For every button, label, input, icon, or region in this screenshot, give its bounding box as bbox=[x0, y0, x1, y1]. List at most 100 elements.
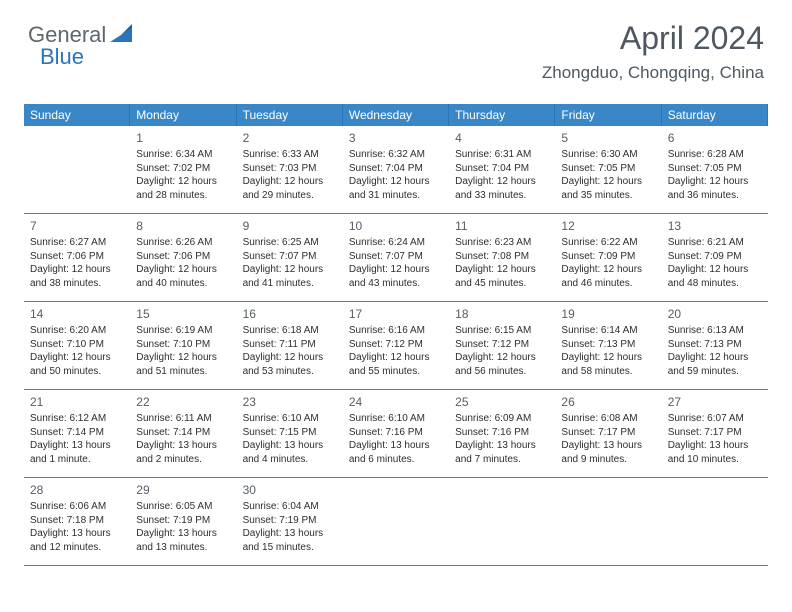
daylight-text: Daylight: 12 hours and 29 minutes. bbox=[243, 175, 337, 202]
day-cell: 20Sunrise: 6:13 AMSunset: 7:13 PMDayligh… bbox=[662, 302, 768, 390]
dow-header: Sunday bbox=[24, 104, 130, 126]
day-cell: 18Sunrise: 6:15 AMSunset: 7:12 PMDayligh… bbox=[449, 302, 555, 390]
daylight-text: Daylight: 12 hours and 45 minutes. bbox=[455, 263, 549, 290]
day-cell: 28Sunrise: 6:06 AMSunset: 7:18 PMDayligh… bbox=[24, 478, 130, 566]
sunset-text: Sunset: 7:07 PM bbox=[243, 250, 337, 264]
day-number: 13 bbox=[668, 218, 762, 234]
sunset-text: Sunset: 7:11 PM bbox=[243, 338, 337, 352]
day-cell: 25Sunrise: 6:09 AMSunset: 7:16 PMDayligh… bbox=[449, 390, 555, 478]
daylight-text: Daylight: 12 hours and 38 minutes. bbox=[30, 263, 124, 290]
dow-header: Wednesday bbox=[343, 104, 449, 126]
sunrise-text: Sunrise: 6:21 AM bbox=[668, 236, 762, 250]
day-number: 15 bbox=[136, 306, 230, 322]
sunrise-text: Sunrise: 6:09 AM bbox=[455, 412, 549, 426]
day-cell: 13Sunrise: 6:21 AMSunset: 7:09 PMDayligh… bbox=[662, 214, 768, 302]
logo-triangle-icon bbox=[110, 24, 132, 47]
daylight-text: Daylight: 13 hours and 12 minutes. bbox=[30, 527, 124, 554]
day-number: 19 bbox=[561, 306, 655, 322]
daylight-text: Daylight: 12 hours and 46 minutes. bbox=[561, 263, 655, 290]
sunrise-text: Sunrise: 6:07 AM bbox=[668, 412, 762, 426]
sunrise-text: Sunrise: 6:28 AM bbox=[668, 148, 762, 162]
sunrise-text: Sunrise: 6:26 AM bbox=[136, 236, 230, 250]
day-cell: 16Sunrise: 6:18 AMSunset: 7:11 PMDayligh… bbox=[237, 302, 343, 390]
daylight-text: Daylight: 13 hours and 2 minutes. bbox=[136, 439, 230, 466]
sunrise-text: Sunrise: 6:14 AM bbox=[561, 324, 655, 338]
sunset-text: Sunset: 7:16 PM bbox=[455, 426, 549, 440]
dow-header: Friday bbox=[555, 104, 661, 126]
sunset-text: Sunset: 7:02 PM bbox=[136, 162, 230, 176]
day-cell: 26Sunrise: 6:08 AMSunset: 7:17 PMDayligh… bbox=[555, 390, 661, 478]
sunset-text: Sunset: 7:04 PM bbox=[455, 162, 549, 176]
sunset-text: Sunset: 7:09 PM bbox=[668, 250, 762, 264]
day-cell: 8Sunrise: 6:26 AMSunset: 7:06 PMDaylight… bbox=[130, 214, 236, 302]
header-right: April 2024 Zhongduo, Chongqing, China bbox=[542, 20, 764, 83]
daylight-text: Daylight: 12 hours and 50 minutes. bbox=[30, 351, 124, 378]
sunrise-text: Sunrise: 6:33 AM bbox=[243, 148, 337, 162]
day-number: 3 bbox=[349, 130, 443, 146]
sunset-text: Sunset: 7:03 PM bbox=[243, 162, 337, 176]
dow-header: Tuesday bbox=[237, 104, 343, 126]
day-number: 7 bbox=[30, 218, 124, 234]
sunset-text: Sunset: 7:14 PM bbox=[30, 426, 124, 440]
day-number: 4 bbox=[455, 130, 549, 146]
sunrise-text: Sunrise: 6:32 AM bbox=[349, 148, 443, 162]
day-cell: 30Sunrise: 6:04 AMSunset: 7:19 PMDayligh… bbox=[237, 478, 343, 566]
empty-cell bbox=[24, 126, 130, 214]
empty-cell bbox=[449, 478, 555, 566]
day-cell: 1Sunrise: 6:34 AMSunset: 7:02 PMDaylight… bbox=[130, 126, 236, 214]
sunset-text: Sunset: 7:17 PM bbox=[668, 426, 762, 440]
daylight-text: Daylight: 13 hours and 4 minutes. bbox=[243, 439, 337, 466]
sunset-text: Sunset: 7:09 PM bbox=[561, 250, 655, 264]
sunrise-text: Sunrise: 6:30 AM bbox=[561, 148, 655, 162]
daylight-text: Daylight: 12 hours and 59 minutes. bbox=[668, 351, 762, 378]
sunset-text: Sunset: 7:17 PM bbox=[561, 426, 655, 440]
page-title: April 2024 bbox=[542, 20, 764, 57]
sunrise-text: Sunrise: 6:10 AM bbox=[349, 412, 443, 426]
sunset-text: Sunset: 7:15 PM bbox=[243, 426, 337, 440]
day-number: 14 bbox=[30, 306, 124, 322]
sunrise-text: Sunrise: 6:25 AM bbox=[243, 236, 337, 250]
day-number: 17 bbox=[349, 306, 443, 322]
day-number: 10 bbox=[349, 218, 443, 234]
sunrise-text: Sunrise: 6:19 AM bbox=[136, 324, 230, 338]
day-cell: 9Sunrise: 6:25 AMSunset: 7:07 PMDaylight… bbox=[237, 214, 343, 302]
sunrise-text: Sunrise: 6:11 AM bbox=[136, 412, 230, 426]
daylight-text: Daylight: 12 hours and 35 minutes. bbox=[561, 175, 655, 202]
day-number: 6 bbox=[668, 130, 762, 146]
sunset-text: Sunset: 7:13 PM bbox=[668, 338, 762, 352]
sunrise-text: Sunrise: 6:05 AM bbox=[136, 500, 230, 514]
sunrise-text: Sunrise: 6:34 AM bbox=[136, 148, 230, 162]
day-number: 5 bbox=[561, 130, 655, 146]
day-cell: 14Sunrise: 6:20 AMSunset: 7:10 PMDayligh… bbox=[24, 302, 130, 390]
day-number: 23 bbox=[243, 394, 337, 410]
day-cell: 4Sunrise: 6:31 AMSunset: 7:04 PMDaylight… bbox=[449, 126, 555, 214]
empty-cell bbox=[555, 478, 661, 566]
day-number: 22 bbox=[136, 394, 230, 410]
sunset-text: Sunset: 7:10 PM bbox=[30, 338, 124, 352]
dow-header: Monday bbox=[130, 104, 236, 126]
day-number: 26 bbox=[561, 394, 655, 410]
day-cell: 21Sunrise: 6:12 AMSunset: 7:14 PMDayligh… bbox=[24, 390, 130, 478]
daylight-text: Daylight: 12 hours and 40 minutes. bbox=[136, 263, 230, 290]
daylight-text: Daylight: 12 hours and 56 minutes. bbox=[455, 351, 549, 378]
location-text: Zhongduo, Chongqing, China bbox=[542, 63, 764, 83]
empty-cell bbox=[662, 478, 768, 566]
daylight-text: Daylight: 12 hours and 43 minutes. bbox=[349, 263, 443, 290]
sunset-text: Sunset: 7:16 PM bbox=[349, 426, 443, 440]
day-number: 20 bbox=[668, 306, 762, 322]
dow-header: Saturday bbox=[662, 104, 768, 126]
day-cell: 7Sunrise: 6:27 AMSunset: 7:06 PMDaylight… bbox=[24, 214, 130, 302]
daylight-text: Daylight: 13 hours and 6 minutes. bbox=[349, 439, 443, 466]
daylight-text: Daylight: 13 hours and 1 minute. bbox=[30, 439, 124, 466]
sunset-text: Sunset: 7:06 PM bbox=[30, 250, 124, 264]
day-number: 30 bbox=[243, 482, 337, 498]
day-cell: 27Sunrise: 6:07 AMSunset: 7:17 PMDayligh… bbox=[662, 390, 768, 478]
sunset-text: Sunset: 7:05 PM bbox=[668, 162, 762, 176]
day-number: 2 bbox=[243, 130, 337, 146]
day-number: 21 bbox=[30, 394, 124, 410]
sunset-text: Sunset: 7:19 PM bbox=[243, 514, 337, 528]
sunset-text: Sunset: 7:12 PM bbox=[455, 338, 549, 352]
dow-header: Thursday bbox=[449, 104, 555, 126]
sunrise-text: Sunrise: 6:31 AM bbox=[455, 148, 549, 162]
sunrise-text: Sunrise: 6:08 AM bbox=[561, 412, 655, 426]
